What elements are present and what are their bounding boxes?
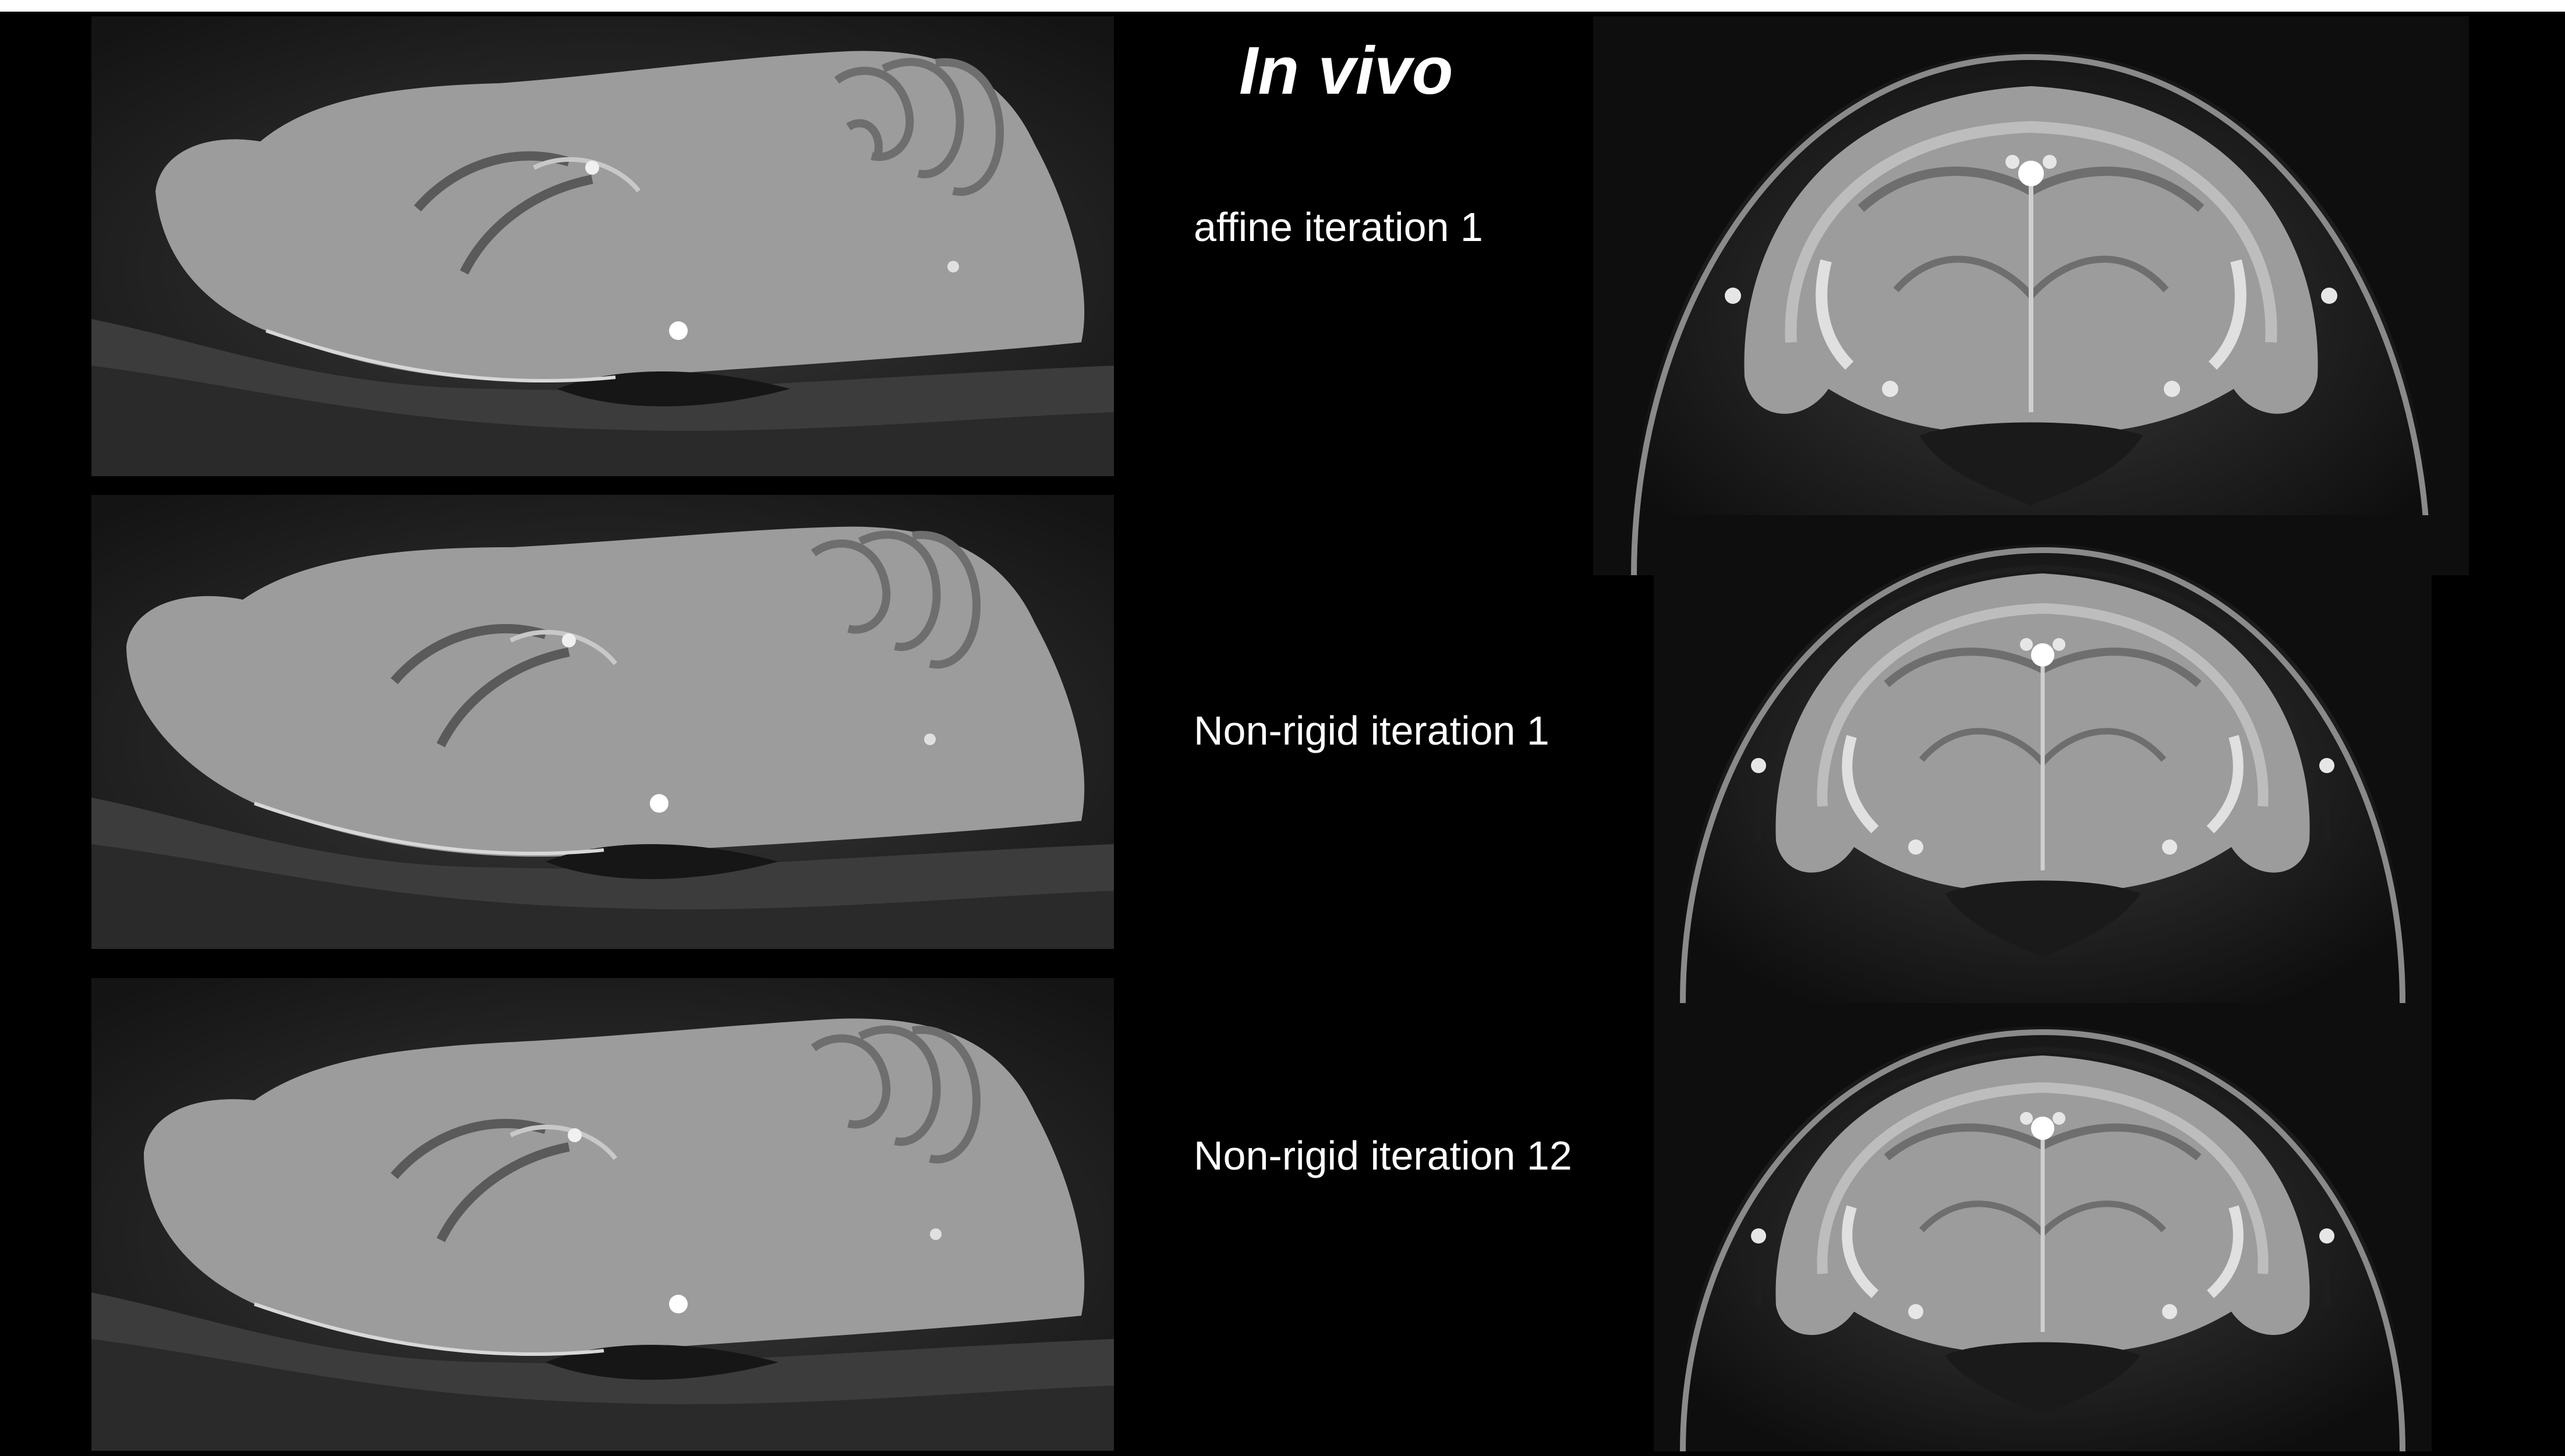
page-title: In vivo [1239,33,1453,108]
coronal-slice-nonrigid-12 [1654,1003,2432,1451]
coronal-mri-image [1654,1003,2432,1451]
sagittal-slice-affine-1 [91,16,1114,476]
sagittal-mri-image [91,16,1114,476]
row-label-nonrigid-1: Non-rigid iteration 1 [1194,708,1549,753]
sagittal-slice-nonrigid-12 [91,978,1114,1451]
top-border [0,0,2565,12]
sagittal-slice-nonrigid-1 [91,495,1114,949]
sagittal-mri-image [91,978,1114,1451]
coronal-mri-image [1593,16,2469,575]
coronal-slice-nonrigid-1 [1654,515,2432,1003]
row-label-nonrigid-12: Non-rigid iteration 12 [1194,1133,1572,1178]
row-label-affine-1: affine iteration 1 [1194,204,1483,250]
coronal-mri-image [1654,515,2432,1003]
coronal-slice-affine-1 [1593,16,2469,575]
sagittal-mri-image [91,495,1114,949]
